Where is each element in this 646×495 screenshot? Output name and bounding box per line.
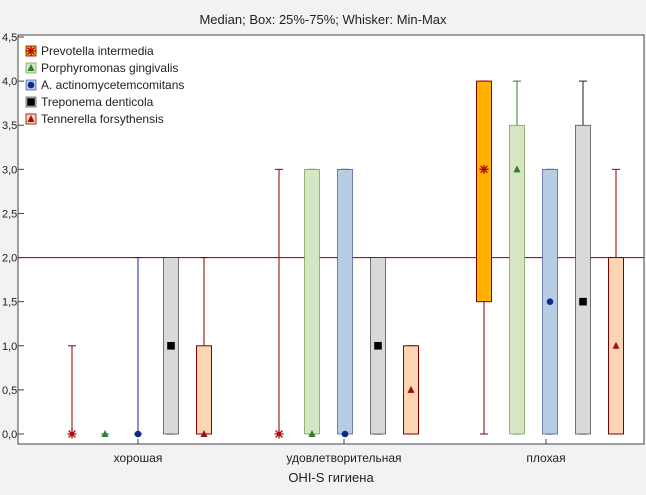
legend-label: Prevotella intermedia xyxy=(41,44,154,58)
y-tick-label: 0,0 xyxy=(2,429,17,441)
iqr-box xyxy=(196,345,212,435)
median-marker-triangle xyxy=(308,430,316,437)
median-marker-square xyxy=(167,341,175,350)
y-tick-label: 4,0 xyxy=(2,76,17,88)
legend-symbol xyxy=(25,113,37,125)
y-tick-label: 0,5 xyxy=(2,385,17,397)
iqr-box xyxy=(304,169,320,435)
iqr-box xyxy=(575,124,591,435)
y-tick-label: 4,5 xyxy=(2,32,17,44)
iqr-box xyxy=(509,124,525,435)
box-series xyxy=(67,80,624,439)
iqr-box xyxy=(337,169,353,435)
median-marker-circle xyxy=(134,430,142,438)
y-tick-label: 2,0 xyxy=(2,253,17,265)
legend-symbol xyxy=(25,62,37,74)
legend-label: Tennerella forsythensis xyxy=(41,112,164,126)
median-marker-triangle xyxy=(513,165,521,173)
plot-area xyxy=(17,34,645,445)
median-marker-circle xyxy=(546,298,554,305)
median-marker-asterisk xyxy=(479,164,489,174)
legend-symbol xyxy=(25,96,37,108)
median-marker-square xyxy=(374,341,382,350)
legend-label: Porphyromonas gingivalis xyxy=(41,61,178,75)
legend-label: Treponema denticola xyxy=(41,95,154,109)
median-marker-square xyxy=(27,98,35,106)
x-tick-label: хорошая xyxy=(114,451,163,465)
y-tick-label: 3,5 xyxy=(2,120,17,132)
x-tick-label: плохая xyxy=(526,451,565,465)
median-marker-triangle xyxy=(200,430,208,437)
median-marker-triangle xyxy=(407,385,415,393)
chart-title: Median; Box: 25%-75%; Whisker: Min-Max xyxy=(199,12,447,27)
legend-symbol xyxy=(25,45,37,57)
x-tick-label: удовлетворительная xyxy=(286,451,401,465)
median-marker-triangle xyxy=(612,341,620,349)
median-marker-asterisk xyxy=(67,429,77,439)
legend-label: A. actinomycetemcomitans xyxy=(41,78,184,92)
y-tick-label: 3,0 xyxy=(2,164,17,176)
iqr-box xyxy=(476,80,492,303)
y-tick-label: 2,5 xyxy=(2,208,17,220)
median-marker-triangle xyxy=(27,115,35,122)
x-axis-label: OHI-S гигиена xyxy=(288,470,374,485)
y-axis: 0,0 0,5 1,0 1,5 2,0 2,5 3,0 3,5 4,0 4,5 xyxy=(2,32,24,441)
median-marker-triangle xyxy=(101,430,109,437)
y-tick-label: 1,0 xyxy=(2,341,17,353)
legend: Prevotella intermedia Porphyromonas gingi… xyxy=(25,44,184,126)
median-marker-asterisk xyxy=(26,46,36,56)
legend-symbol xyxy=(25,79,37,91)
median-marker-circle xyxy=(27,81,35,89)
y-tick-label: 1,5 xyxy=(2,297,17,309)
x-axis: хорошая удовлетворительная плохая xyxy=(114,439,566,465)
median-marker-square xyxy=(579,297,587,306)
median-marker-circle xyxy=(341,430,349,438)
median-marker-triangle xyxy=(27,64,35,71)
median-marker-asterisk xyxy=(274,429,284,439)
